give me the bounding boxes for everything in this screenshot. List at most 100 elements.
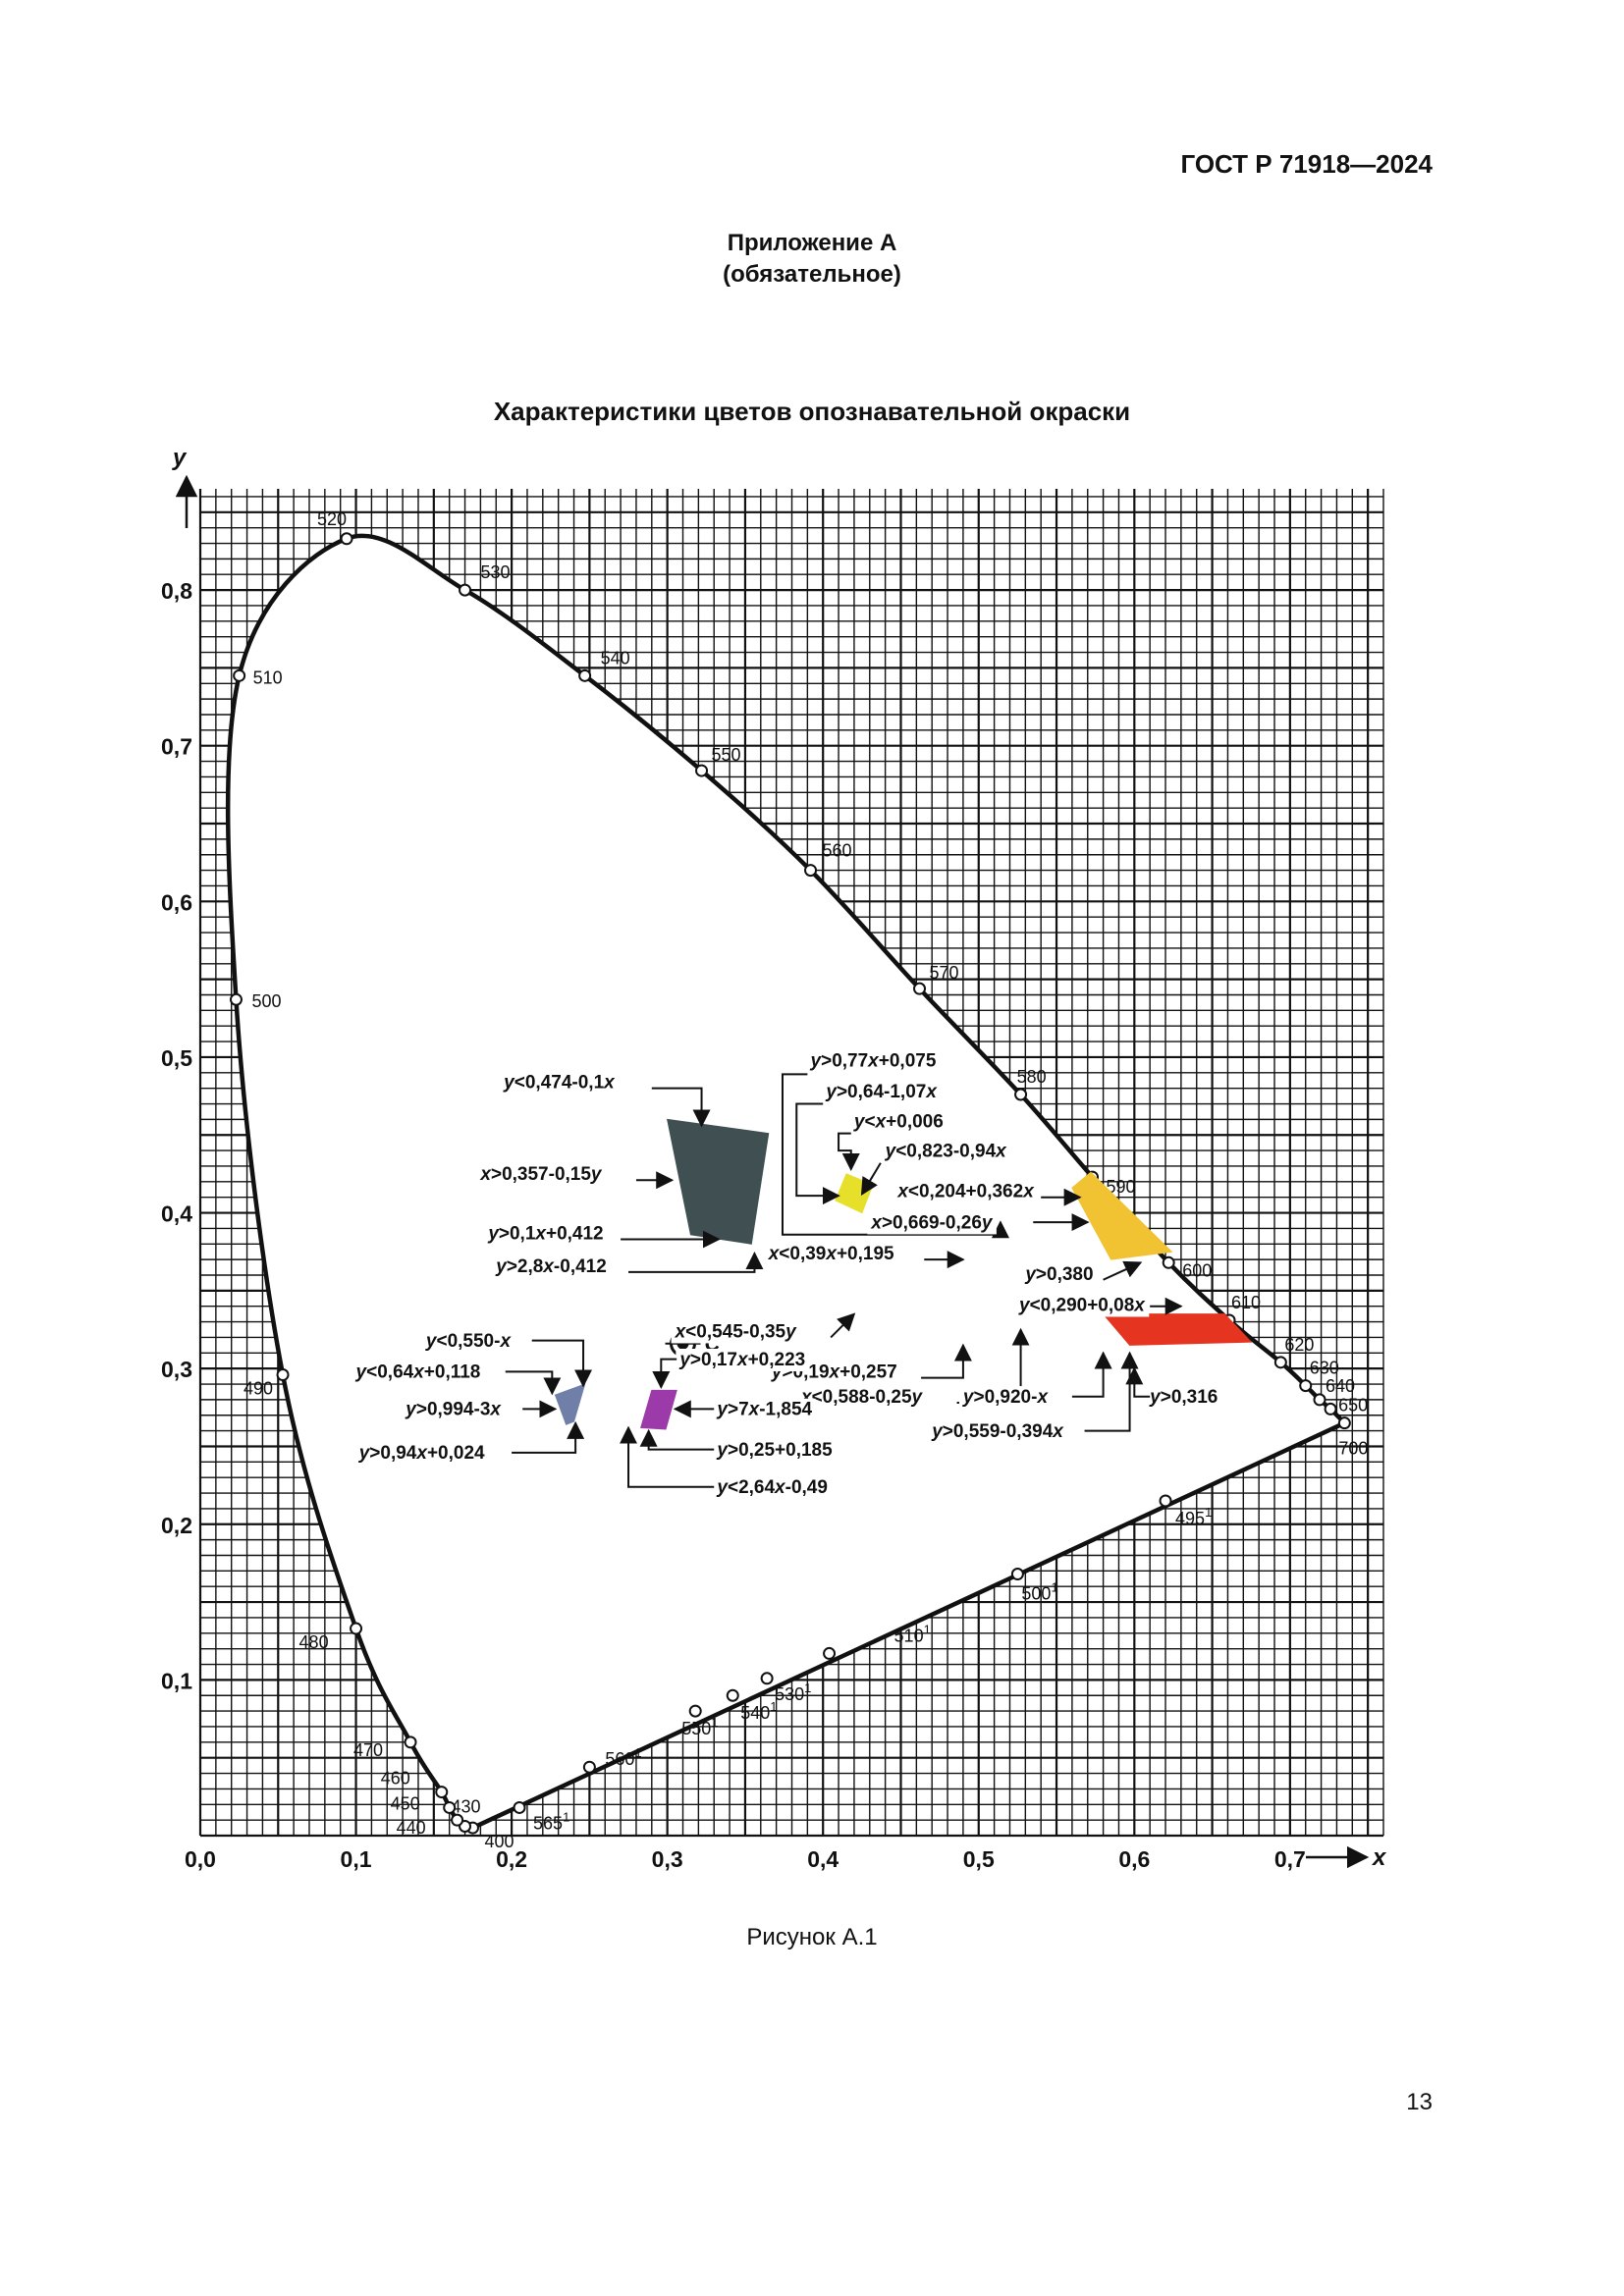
constraint-label-background [500,1071,620,1095]
y-tick-label: 0,3 [161,1357,192,1382]
x-tick-label: 0,3 [652,1846,683,1872]
wavelength-marker [578,668,592,682]
y-tick-label: 0,6 [161,889,192,915]
constraint-label: y<0,64x+0,118 [355,1362,481,1383]
annotations: y<0,474-0,1x x>0,357-0,15y y>0,1x+0,412 y>2… [352,1049,1221,1500]
appendix-title: Приложение А [727,230,897,256]
constraint-label-background [476,1163,606,1187]
wavelength-marker [695,764,709,777]
page-number: 13 [1406,2089,1433,2115]
constraint-label-background [881,1140,1011,1163]
constraint-label: y>0,25+0,185 [716,1440,833,1461]
appendix-heading: Приложение А (обязательное) [0,228,1624,291]
wavelength-marker [1014,1088,1028,1101]
constraint-label: y<2,64x-0,49 [716,1477,828,1498]
constraint-label: y<0,474-0,1x [503,1073,616,1094]
wavelength-label: 510 [253,667,283,687]
constraint-label-background [713,1438,837,1462]
leader-line [795,1102,840,1205]
constraint-label-background [822,1081,942,1104]
wavelength-marker [340,532,353,546]
x-tick-label: 0,6 [1118,1846,1150,1872]
y-tick-label: 0,5 [161,1045,192,1071]
wavelength-label: 400 [484,1832,514,1851]
wavelength-label: 700 [1338,1439,1368,1459]
color-region-purple [640,1389,677,1430]
constraint-label: y<0,290+0,08x [1018,1295,1146,1315]
x-axis-label: x [1371,1844,1387,1871]
wavelength-marker [435,1786,449,1799]
constraint-label-background [1014,1294,1150,1317]
constraint-label-background [402,1398,506,1421]
y-tick-label: 0,1 [161,1668,192,1693]
constraint-label: x>0,357-0,15y [479,1164,603,1185]
leader-line [512,1420,585,1454]
wavelength-label: 500 [251,991,281,1011]
purple-line-marker [1010,1568,1024,1581]
purple-line-marker [1159,1494,1172,1508]
horseshoe-fill [228,535,1345,1829]
wavelength-label: 490 [244,1379,273,1399]
wavelength-marker [1162,1255,1175,1269]
color-region-dark-grey [667,1118,770,1245]
constraint-label: y>0,994-3x [405,1400,502,1420]
wavelength-label: 430 [452,1796,481,1816]
constraint-label-background [928,1419,1068,1443]
leader-line [860,1162,882,1197]
constraint-label-background [1146,1386,1221,1410]
constraint-label: y>0,77x+0,075 [810,1050,937,1071]
leader-line [1103,1260,1143,1281]
standard-number: ГОСТ Р 71918—2024 [1180,149,1433,179]
leader-line [781,1073,1009,1239]
constraint-label: y<0,823-0,94x [885,1141,1008,1161]
wavelength-label: 590 [1107,1177,1136,1197]
constraint-label-background [849,1110,947,1134]
wavelength-label: 440 [397,1818,426,1838]
leader-line [652,1358,677,1389]
constraint-label: y>7x-1,854 [716,1400,812,1420]
constraint-label: y>0,920-x [962,1387,1050,1408]
x-tick-label: 0,2 [496,1846,527,1872]
wavelength-label: 540 [601,648,630,667]
wavelength-marker [1313,1393,1326,1407]
wavelength-marker [404,1735,417,1749]
color-region-red [1102,1313,1253,1346]
purple-line-label: 5651 [533,1809,569,1833]
constraint-label: y>0,316 [1149,1387,1218,1408]
x-tick-label: 0,7 [1274,1846,1306,1872]
leader-line [1125,1366,1151,1398]
purple-line-label: 4951 [1175,1505,1212,1528]
purple-line-label: 5401 [740,1699,777,1723]
wavelength-label: 640 [1326,1376,1355,1396]
constraint-label: y<x+0,006 [853,1111,944,1132]
constraint-label: y>0,64-1,07x [825,1082,938,1102]
color-region-yellow-orange [1071,1171,1173,1260]
leader-line [921,1343,972,1379]
wavelength-marker [350,1622,363,1635]
constraint-label-background [354,1442,489,1466]
constraint-label-background [352,1361,484,1384]
y-tick-label: 0,2 [161,1513,192,1538]
purple-line-label: 5501 [681,1715,718,1738]
leader-line [639,1428,715,1451]
constraint-label: y>2,8x-0,412 [495,1256,607,1277]
wavelength-label: 460 [381,1769,410,1789]
wavelength-label: 480 [299,1632,329,1652]
constraint-label: y>0,17x+0,223 [678,1350,805,1370]
axes: y x 0,1 0,2 0,3 0,4 0,5 0,6 0,7 0,8 0,0 0,1 0,2 0,3 0,… [161,445,1387,1872]
wavelength-marker [451,1813,464,1827]
wavelength-marker [1299,1379,1313,1393]
wavelength-marker [443,1800,457,1814]
wavelength-marker [913,982,927,995]
constraint-label-background [1021,1262,1097,1286]
appendix-note: (обязательное) [723,261,901,288]
constraint-label-background [764,1243,898,1266]
wavelength-label: 450 [391,1793,420,1813]
purple-line-label: 5301 [775,1681,811,1704]
leader-line [531,1339,593,1388]
wavelength-label: 530 [481,562,511,582]
constraint-label-background [713,1398,816,1421]
leader-line [830,1312,856,1339]
